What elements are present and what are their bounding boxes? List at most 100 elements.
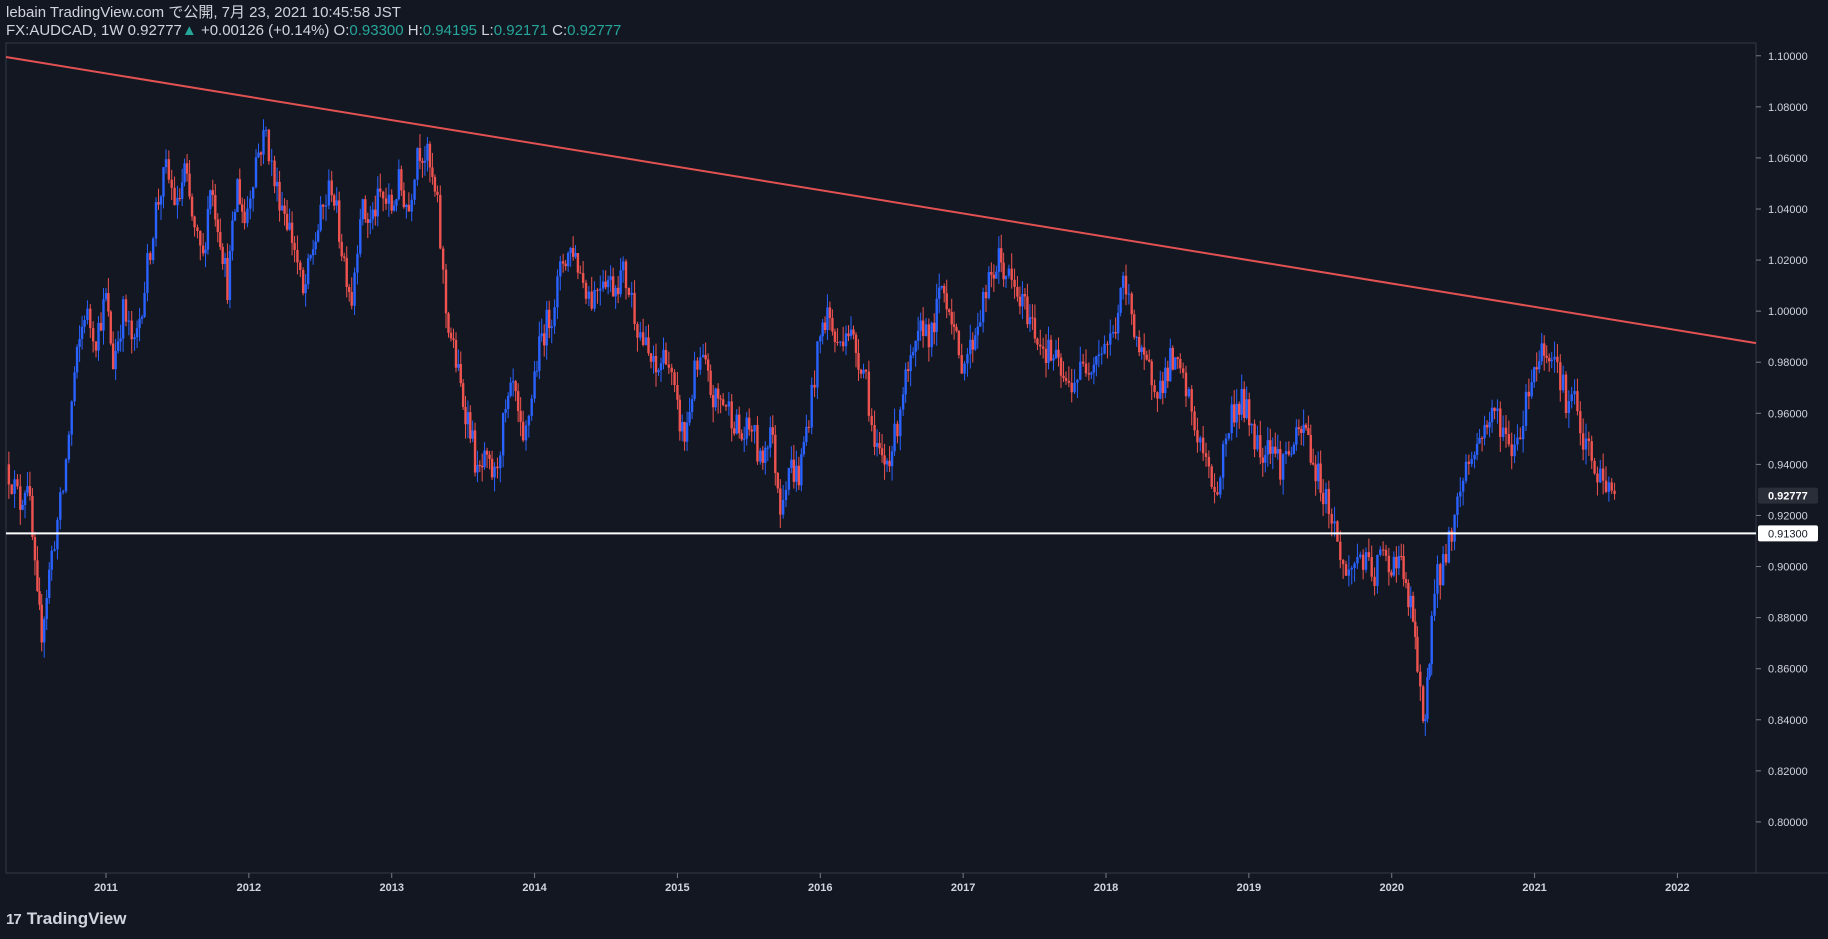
candle-body xyxy=(1204,453,1208,457)
candle-body xyxy=(1540,343,1543,362)
candle-body xyxy=(1507,434,1511,445)
candle-body xyxy=(111,343,115,370)
candle-body xyxy=(901,394,905,410)
candle-body xyxy=(864,369,868,372)
candle-body xyxy=(433,176,437,192)
y-tick-label: 0.92000 xyxy=(1768,510,1808,522)
level-price-badge xyxy=(1758,525,1818,542)
candle-body xyxy=(1579,411,1582,434)
candle-body xyxy=(659,363,663,371)
candle-body xyxy=(1264,454,1267,463)
candle-body xyxy=(397,169,401,200)
candle-body xyxy=(1250,423,1253,426)
candle-body xyxy=(1453,514,1456,542)
candle-body xyxy=(116,341,120,351)
candle-body xyxy=(243,211,246,224)
candle-body xyxy=(904,369,907,395)
candle-body xyxy=(426,143,429,161)
candle-body xyxy=(1504,427,1508,435)
candle-body xyxy=(1359,554,1362,558)
tradingview-logo[interactable]: 17 TradingView xyxy=(6,909,127,929)
candle-body xyxy=(521,421,525,441)
candle-body xyxy=(1447,530,1451,563)
candle-body xyxy=(214,195,217,220)
candle-body xyxy=(107,293,110,312)
candle-body xyxy=(204,249,207,254)
candle-body xyxy=(921,320,925,337)
candle-body xyxy=(251,187,255,199)
candle-body xyxy=(774,434,777,473)
candle-body xyxy=(730,401,733,429)
y-tick-label: 1.00000 xyxy=(1768,306,1808,318)
candle-body xyxy=(159,196,163,205)
candle-body xyxy=(350,292,353,306)
candle-body xyxy=(909,355,912,372)
candle-body xyxy=(428,143,432,168)
x-tick-label: 2020 xyxy=(1379,882,1403,894)
candle-body xyxy=(1309,435,1312,463)
candle-body xyxy=(795,465,798,482)
candle-body xyxy=(280,205,284,211)
y-tick-label: 1.10000 xyxy=(1768,51,1808,63)
candle-body xyxy=(945,293,948,310)
candle-body xyxy=(278,181,281,211)
candle-body xyxy=(1002,262,1005,280)
candle-body xyxy=(345,257,348,288)
candle-body xyxy=(395,199,398,206)
candle-body xyxy=(1576,391,1579,412)
candle-body xyxy=(364,199,367,220)
candle-body xyxy=(678,399,682,432)
candle-body xyxy=(1480,437,1484,439)
candle-body xyxy=(1593,460,1596,474)
candle-body xyxy=(436,191,439,195)
candle-body xyxy=(146,253,149,293)
candle-body xyxy=(1395,556,1398,569)
candle-body xyxy=(1607,482,1611,492)
candle-body xyxy=(680,421,684,432)
candle-body xyxy=(990,271,993,275)
candle-body xyxy=(906,369,910,372)
candle-body xyxy=(1087,373,1091,375)
candle-body xyxy=(935,298,938,333)
candle-body xyxy=(285,213,289,230)
candle-body xyxy=(1604,480,1608,492)
candle-body xyxy=(1538,361,1541,370)
candle-body xyxy=(371,209,374,220)
candle-body xyxy=(301,269,305,294)
candle-body xyxy=(338,200,341,242)
candle-body xyxy=(1266,440,1269,455)
candle-body xyxy=(1036,338,1039,345)
candle-body xyxy=(1143,347,1146,355)
candle-body xyxy=(499,455,502,469)
candle-body xyxy=(270,160,273,162)
candle-body xyxy=(1169,347,1172,382)
candle-body xyxy=(1243,388,1246,419)
candle-body xyxy=(1327,488,1331,515)
candle-body xyxy=(706,359,710,371)
candle-body xyxy=(1049,339,1053,361)
chart-header: lebain TradingView.com で公開, 7月 23, 2021 … xyxy=(6,4,621,40)
candle-body xyxy=(685,422,689,442)
candle-body xyxy=(553,307,556,327)
candle-body xyxy=(1402,556,1405,580)
candle-body xyxy=(1387,555,1391,573)
candle-body xyxy=(28,486,32,496)
candle-body xyxy=(67,434,71,460)
candle-body xyxy=(31,495,34,538)
candle-body xyxy=(1190,389,1193,412)
candle-body xyxy=(1138,336,1141,353)
candle-body xyxy=(149,253,152,261)
candle-body xyxy=(1181,368,1185,373)
candle-body xyxy=(576,253,580,273)
candle-body xyxy=(387,194,391,204)
candle-body xyxy=(1135,336,1138,338)
candle-body xyxy=(759,450,762,462)
candle-body xyxy=(1584,438,1588,450)
candle-body xyxy=(1007,268,1011,276)
candle-body xyxy=(802,442,806,455)
candle-body xyxy=(596,289,599,291)
candle-body xyxy=(45,597,48,620)
candle-body xyxy=(816,341,819,388)
y-tick-label: 0.84000 xyxy=(1768,715,1808,727)
